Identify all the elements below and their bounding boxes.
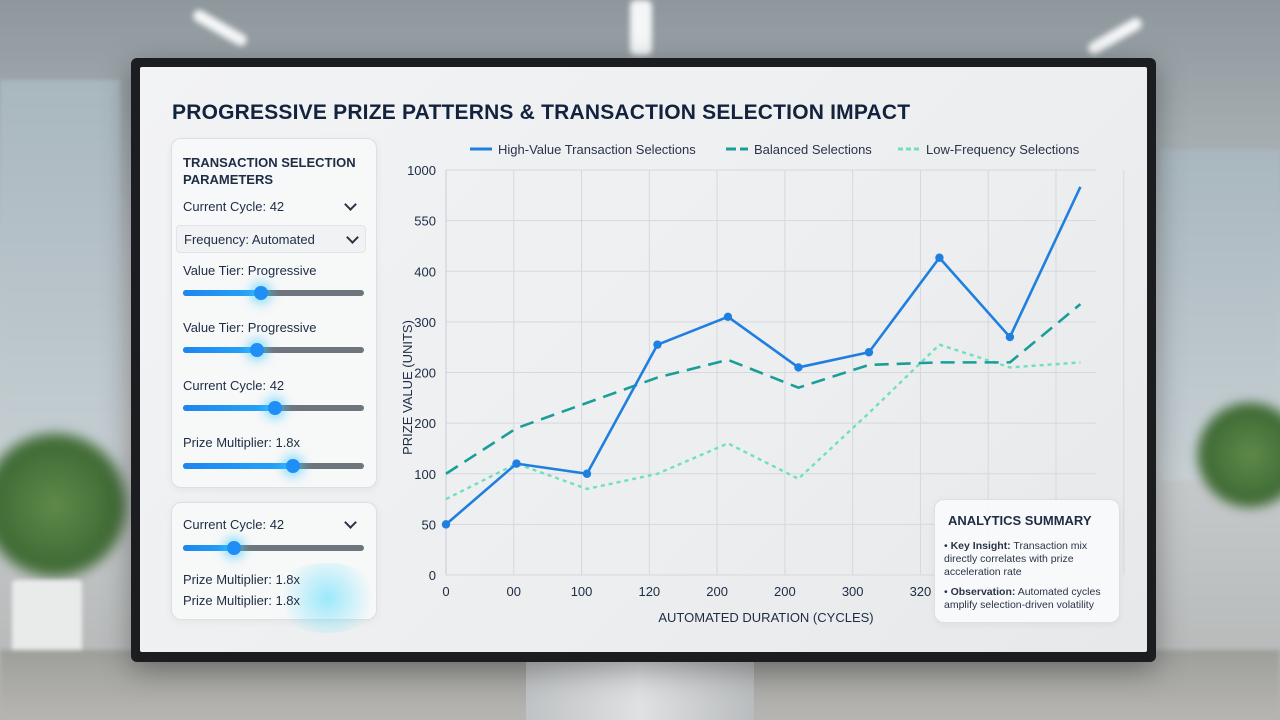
page-title: PROGRESSIVE PRIZE PATTERNS & TRANSACTION… bbox=[172, 101, 911, 124]
x-tick-label: 100 bbox=[571, 584, 593, 599]
data-point-high-value bbox=[653, 340, 662, 349]
y-tick-label: 1000 bbox=[407, 163, 436, 178]
legend-label: Balanced Selections bbox=[754, 142, 872, 157]
y-axis-title: PRIZE VALUE (UNITS) bbox=[400, 320, 415, 455]
x-tick-label: 120 bbox=[638, 584, 660, 599]
x-tick-label: 0 bbox=[442, 584, 449, 599]
chevron-down-icon bbox=[343, 199, 357, 213]
y-tick-label: 0 bbox=[429, 568, 436, 583]
frequency-select-label: Frequency: Automated bbox=[184, 232, 315, 247]
legend-label: Low-Frequency Selections bbox=[926, 142, 1080, 157]
prize-multiplier-text: Prize Multiplier: 1.8x bbox=[183, 572, 301, 587]
slider-label: Prize Multiplier: 1.8x bbox=[183, 435, 301, 450]
x-tick-label: 00 bbox=[507, 584, 521, 599]
summary-key-insight: • Key Insight: Transaction mix directly … bbox=[944, 540, 1088, 578]
x-tick-label: 320 bbox=[910, 584, 932, 599]
x-tick-label: 200 bbox=[706, 584, 728, 599]
chevron-down-icon bbox=[343, 517, 357, 531]
data-point-high-value bbox=[794, 363, 803, 372]
secondary-slider[interactable] bbox=[183, 541, 364, 555]
summary-key-insight-text: Transaction mix directly correlates with… bbox=[944, 540, 1088, 578]
value-tier-slider[interactable] bbox=[183, 286, 364, 300]
secondary-cycle-select-label: Current Cycle: 42 bbox=[183, 517, 285, 532]
data-point-high-value bbox=[864, 348, 874, 357]
current-cycle-select[interactable]: Current Cycle: 42 bbox=[176, 194, 366, 220]
x-tick-label: 200 bbox=[774, 584, 796, 599]
summary-key-insight-label: Key Insight: bbox=[950, 540, 1011, 552]
parameters-panel: TRANSACTION SELECTION PARAMETERS Current… bbox=[171, 138, 377, 488]
parameters-heading: TRANSACTION SELECTION PARAMETERS bbox=[183, 154, 356, 188]
slider-thumb[interactable] bbox=[250, 343, 265, 357]
y-tick-label: 300 bbox=[414, 315, 436, 330]
slider-label: Current Cycle: 42 bbox=[183, 378, 285, 393]
value-tier-slider-2[interactable] bbox=[183, 343, 364, 357]
series-low-frequency-line bbox=[445, 343, 1081, 501]
prize-multiplier-slider[interactable] bbox=[183, 459, 364, 473]
plant-left bbox=[0, 430, 130, 580]
summary-observation-label: Observation: bbox=[950, 586, 1016, 598]
ceiling-light bbox=[630, 0, 652, 55]
dashboard-screen: PROGRESSIVE PRIZE PATTERNS & TRANSACTION… bbox=[140, 67, 1147, 652]
analytics-summary-panel: ANALYTICS SUMMARY • Key Insight: Transac… bbox=[934, 499, 1120, 623]
slider-thumb[interactable] bbox=[268, 401, 283, 415]
parameters-heading-line2: PARAMETERS bbox=[183, 172, 274, 187]
monitor-stand bbox=[526, 660, 754, 720]
y-tick-label: 550 bbox=[414, 214, 436, 229]
legend-label: High-Value Transaction Selections bbox=[498, 142, 696, 157]
y-tick-label: 100 bbox=[414, 467, 436, 482]
summary-observation-text: Automated cycles amplify selection-drive… bbox=[944, 586, 1101, 611]
slider-label: Value Tier: Progressive bbox=[183, 263, 317, 278]
current-cycle-select-label: Current Cycle: 42 bbox=[183, 199, 285, 214]
glow-decoration bbox=[272, 563, 382, 633]
slider-fill bbox=[183, 347, 258, 353]
slider-fill bbox=[183, 545, 234, 551]
summary-title: ANALYTICS SUMMARY bbox=[948, 513, 1092, 528]
data-point-high-value bbox=[582, 469, 592, 478]
x-tick-label: 300 bbox=[842, 584, 864, 599]
slider-label: Value Tier: Progressive bbox=[183, 320, 317, 335]
data-point-high-value bbox=[512, 459, 521, 468]
slider-fill bbox=[183, 405, 276, 411]
slider-fill bbox=[183, 290, 261, 296]
ceiling-light bbox=[1086, 15, 1144, 57]
data-point-high-value bbox=[723, 312, 733, 322]
summary-observation: • Observation: Automated cycles amplify … bbox=[944, 586, 1101, 611]
ceiling-light bbox=[191, 7, 249, 49]
data-point-high-value bbox=[1005, 332, 1015, 342]
secondary-cycle-select[interactable]: Current Cycle: 42 bbox=[176, 511, 366, 537]
series-high-value-line bbox=[445, 186, 1082, 526]
prize-multiplier-text-2: Prize Multiplier: 1.8x bbox=[183, 593, 301, 608]
monitor: PROGRESSIVE PRIZE PATTERNS & TRANSACTION… bbox=[131, 58, 1156, 662]
data-point-high-value bbox=[935, 253, 944, 262]
y-tick-label: 50 bbox=[422, 517, 436, 532]
secondary-panel: Current Cycle: 42 Prize Multiplier: 1.8x… bbox=[171, 502, 382, 633]
y-tick-label: 200 bbox=[414, 416, 436, 431]
y-tick-label: 200 bbox=[414, 366, 436, 381]
slider-thumb[interactable] bbox=[286, 459, 301, 473]
plant-right bbox=[1195, 400, 1280, 510]
slider-thumb[interactable] bbox=[226, 541, 241, 555]
parameters-heading-line1: TRANSACTION SELECTION bbox=[183, 155, 356, 170]
series-balanced-line bbox=[445, 303, 1082, 475]
slider-fill bbox=[183, 463, 294, 469]
frequency-select[interactable]: Frequency: Automated bbox=[176, 225, 366, 253]
chevron-down-icon bbox=[345, 232, 359, 246]
data-point-high-value bbox=[441, 520, 451, 529]
current-cycle-slider[interactable] bbox=[183, 401, 364, 415]
slider-thumb[interactable] bbox=[253, 286, 268, 300]
x-axis-title: AUTOMATED DURATION (CYCLES) bbox=[658, 610, 873, 625]
y-tick-label: 400 bbox=[414, 264, 436, 279]
